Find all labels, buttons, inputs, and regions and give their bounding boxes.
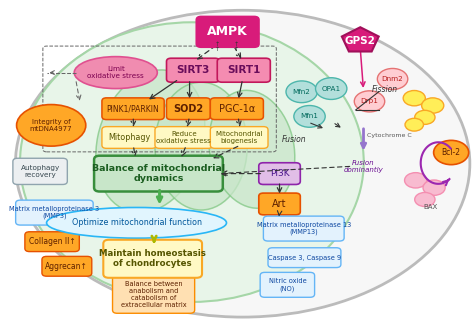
Text: Fusion
dominantly: Fusion dominantly	[344, 160, 383, 173]
Text: PGC-1α: PGC-1α	[219, 104, 255, 114]
Circle shape	[415, 193, 435, 206]
Ellipse shape	[74, 56, 157, 89]
Ellipse shape	[16, 10, 470, 317]
Text: Matrix metalloproteinase 3
(MMP3): Matrix metalloproteinase 3 (MMP3)	[9, 206, 100, 219]
Polygon shape	[342, 27, 379, 51]
Ellipse shape	[155, 82, 247, 210]
FancyBboxPatch shape	[16, 200, 93, 225]
Text: OPA1: OPA1	[322, 86, 341, 91]
FancyBboxPatch shape	[217, 58, 270, 82]
FancyBboxPatch shape	[259, 193, 301, 215]
Circle shape	[422, 98, 444, 113]
FancyBboxPatch shape	[166, 98, 210, 120]
FancyBboxPatch shape	[112, 275, 195, 313]
FancyBboxPatch shape	[25, 232, 79, 252]
Text: GPS2: GPS2	[345, 36, 376, 46]
Text: Fission: Fission	[372, 85, 398, 94]
Text: AMPK: AMPK	[207, 25, 248, 38]
Text: Mfn1: Mfn1	[301, 113, 319, 119]
Text: SIRT3: SIRT3	[176, 65, 210, 75]
FancyBboxPatch shape	[210, 126, 268, 148]
FancyBboxPatch shape	[42, 256, 92, 276]
Circle shape	[403, 91, 425, 106]
Text: SOD2: SOD2	[173, 104, 203, 114]
FancyBboxPatch shape	[210, 98, 264, 120]
Text: BAX: BAX	[424, 204, 438, 210]
Text: Nitric oxide
(NO): Nitric oxide (NO)	[268, 278, 306, 291]
Text: Optimize mitochondrial function: Optimize mitochondrial function	[72, 218, 201, 227]
Text: Reduce
oxidative stress: Reduce oxidative stress	[156, 131, 211, 144]
FancyBboxPatch shape	[102, 98, 164, 120]
FancyBboxPatch shape	[197, 17, 259, 47]
FancyBboxPatch shape	[103, 240, 202, 278]
FancyBboxPatch shape	[268, 248, 341, 268]
Text: Mitochondrial
biogenesis: Mitochondrial biogenesis	[215, 131, 263, 144]
Text: Caspase 3, Caspase 9: Caspase 3, Caspase 9	[268, 255, 341, 261]
Text: Matrix metalloproteinase 13
(MMP13): Matrix metalloproteinase 13 (MMP13)	[256, 222, 351, 235]
Circle shape	[316, 78, 347, 100]
FancyBboxPatch shape	[94, 156, 223, 192]
Text: SIRT1: SIRT1	[227, 65, 261, 75]
Text: Art: Art	[272, 199, 287, 209]
Text: Mitophagy: Mitophagy	[108, 133, 150, 142]
Ellipse shape	[46, 207, 227, 238]
FancyBboxPatch shape	[13, 158, 67, 185]
Text: PI3K: PI3K	[270, 169, 289, 178]
Text: Aggrecan↑: Aggrecan↑	[46, 262, 88, 271]
Circle shape	[434, 140, 469, 165]
Text: ↑
↑: ↑ ↑	[234, 42, 239, 51]
Text: PINK1/PARKIN: PINK1/PARKIN	[107, 104, 159, 113]
FancyBboxPatch shape	[264, 216, 344, 241]
FancyBboxPatch shape	[166, 58, 219, 82]
Text: Balance of mitochondrial
dynamics: Balance of mitochondrial dynamics	[92, 164, 225, 183]
Text: Autophagy
recovery: Autophagy recovery	[20, 165, 60, 178]
FancyBboxPatch shape	[155, 126, 213, 148]
Ellipse shape	[20, 22, 364, 302]
Text: Balance between
anabolism and
catabolism of
extracellular matrix: Balance between anabolism and catabolism…	[121, 281, 186, 308]
Circle shape	[423, 180, 445, 195]
Ellipse shape	[96, 70, 205, 213]
Text: Collagen II↑: Collagen II↑	[29, 237, 75, 246]
Ellipse shape	[209, 90, 295, 208]
FancyBboxPatch shape	[260, 272, 315, 297]
Text: Dnm2: Dnm2	[382, 76, 403, 82]
Circle shape	[377, 68, 408, 90]
FancyBboxPatch shape	[102, 126, 156, 148]
Ellipse shape	[17, 105, 86, 146]
Text: Maintain homeostasis
of chondrocytes: Maintain homeostasis of chondrocytes	[99, 249, 206, 268]
Text: Cytochrome C: Cytochrome C	[367, 133, 412, 138]
Text: Mfn2: Mfn2	[293, 89, 310, 95]
Text: Limit
oxidative stress: Limit oxidative stress	[87, 66, 144, 79]
Text: Integrity of
mtDNA4977: Integrity of mtDNA4977	[30, 119, 73, 132]
Text: Bcl-2: Bcl-2	[442, 148, 461, 157]
Circle shape	[415, 110, 435, 124]
Circle shape	[354, 91, 385, 112]
Circle shape	[405, 173, 427, 188]
Circle shape	[286, 81, 318, 103]
Text: ↑
↑: ↑ ↑	[215, 42, 220, 51]
Circle shape	[294, 106, 325, 127]
Text: Drp1: Drp1	[361, 98, 378, 104]
FancyBboxPatch shape	[259, 163, 301, 185]
Text: Fusion: Fusion	[282, 135, 307, 144]
Circle shape	[405, 118, 423, 131]
